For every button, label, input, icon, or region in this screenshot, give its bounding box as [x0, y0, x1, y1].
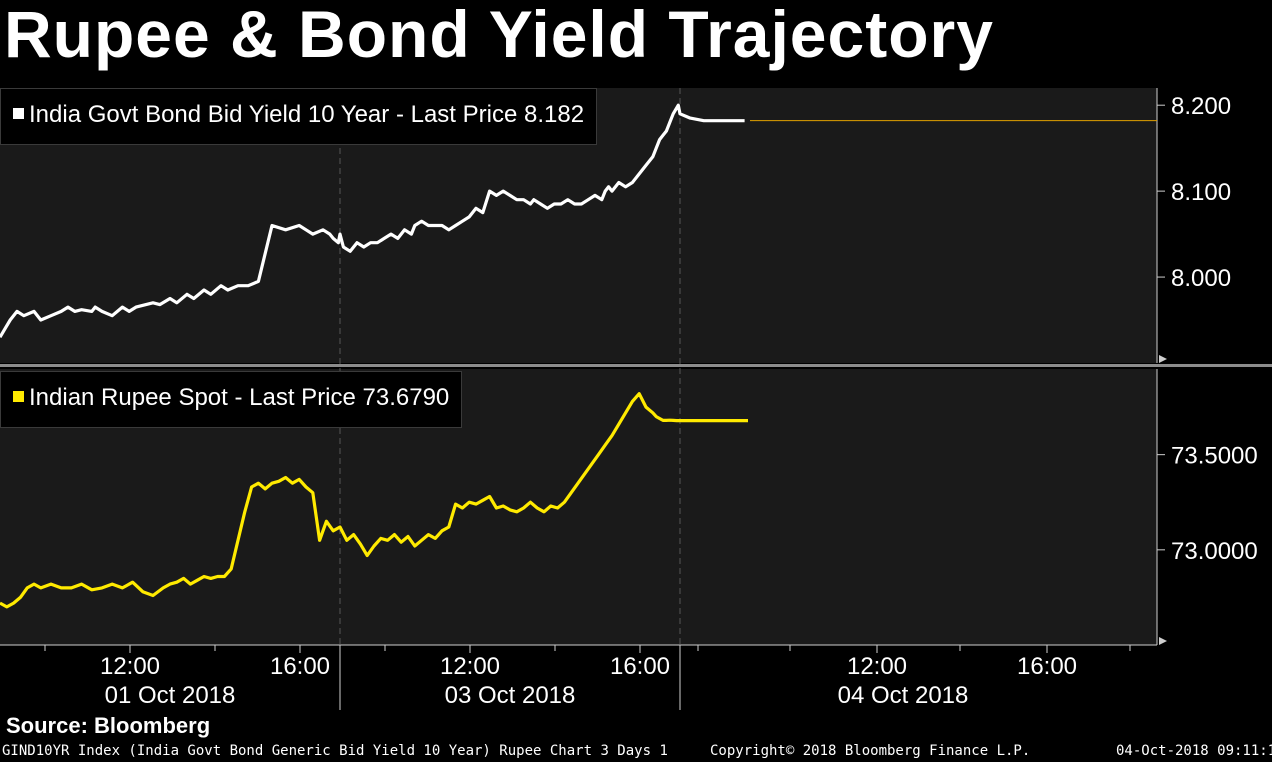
panel-divider: [0, 364, 1272, 367]
rupee-axis-arrow: [1159, 637, 1167, 645]
xaxis-time-label-2: 12:00: [440, 653, 500, 680]
legend-bond: India Govt Bond Bid Yield 10 Year - Last…: [0, 88, 598, 145]
xaxis-date-label-1: 03 Oct 2018: [445, 682, 576, 709]
footer-copyright: Copyright© 2018 Bloomberg Finance L.P.: [710, 743, 1031, 759]
xaxis-date-label-0: 01 Oct 2018: [105, 682, 236, 709]
xaxis-time-label-1: 16:00: [270, 653, 330, 680]
xaxis-band: [0, 645, 1272, 710]
footer-timestamp: 04-Oct-2018 09:11:10: [1116, 743, 1272, 759]
xaxis-time-label-3: 16:00: [610, 653, 670, 680]
xaxis-time-label-4: 12:00: [847, 653, 907, 680]
footer-index-info: GIND10YR Index (India Govt Bond Generic …: [2, 743, 668, 759]
bond-ytick-label-1: 8.100: [1171, 179, 1231, 206]
legend-rupee-swatch: [13, 391, 24, 402]
source-note: Source: Bloomberg: [6, 713, 211, 738]
legend-rupee-label: Indian Rupee Spot - Last Price 73.6790: [29, 384, 450, 411]
bond-ytick-label-0: 8.200: [1171, 93, 1231, 120]
xaxis-time-label-0: 12:00: [100, 653, 160, 680]
xaxis-time-label-5: 16:00: [1017, 653, 1077, 680]
rupee-spot-line: [0, 392, 748, 609]
legend-bond-label: India Govt Bond Bid Yield 10 Year - Last…: [29, 101, 585, 128]
bond-ytick-label-2: 8.000: [1171, 265, 1231, 292]
page-title: Rupee & Bond Yield Trajectory: [4, 0, 994, 71]
footer-bar: GIND10YR Index (India Govt Bond Generic …: [0, 741, 1272, 762]
legend-rupee: Indian Rupee Spot - Last Price 73.6790: [0, 371, 463, 428]
bond-axis-arrow: [1159, 355, 1167, 363]
legend-bond-swatch: [13, 108, 24, 119]
bond-yield-line: [0, 103, 745, 339]
xaxis-date-label-2: 04 Oct 2018: [838, 682, 969, 709]
rupee-ytick-label-1: 73.0000: [1171, 538, 1258, 565]
rupee-ytick-label-0: 73.5000: [1171, 443, 1258, 470]
